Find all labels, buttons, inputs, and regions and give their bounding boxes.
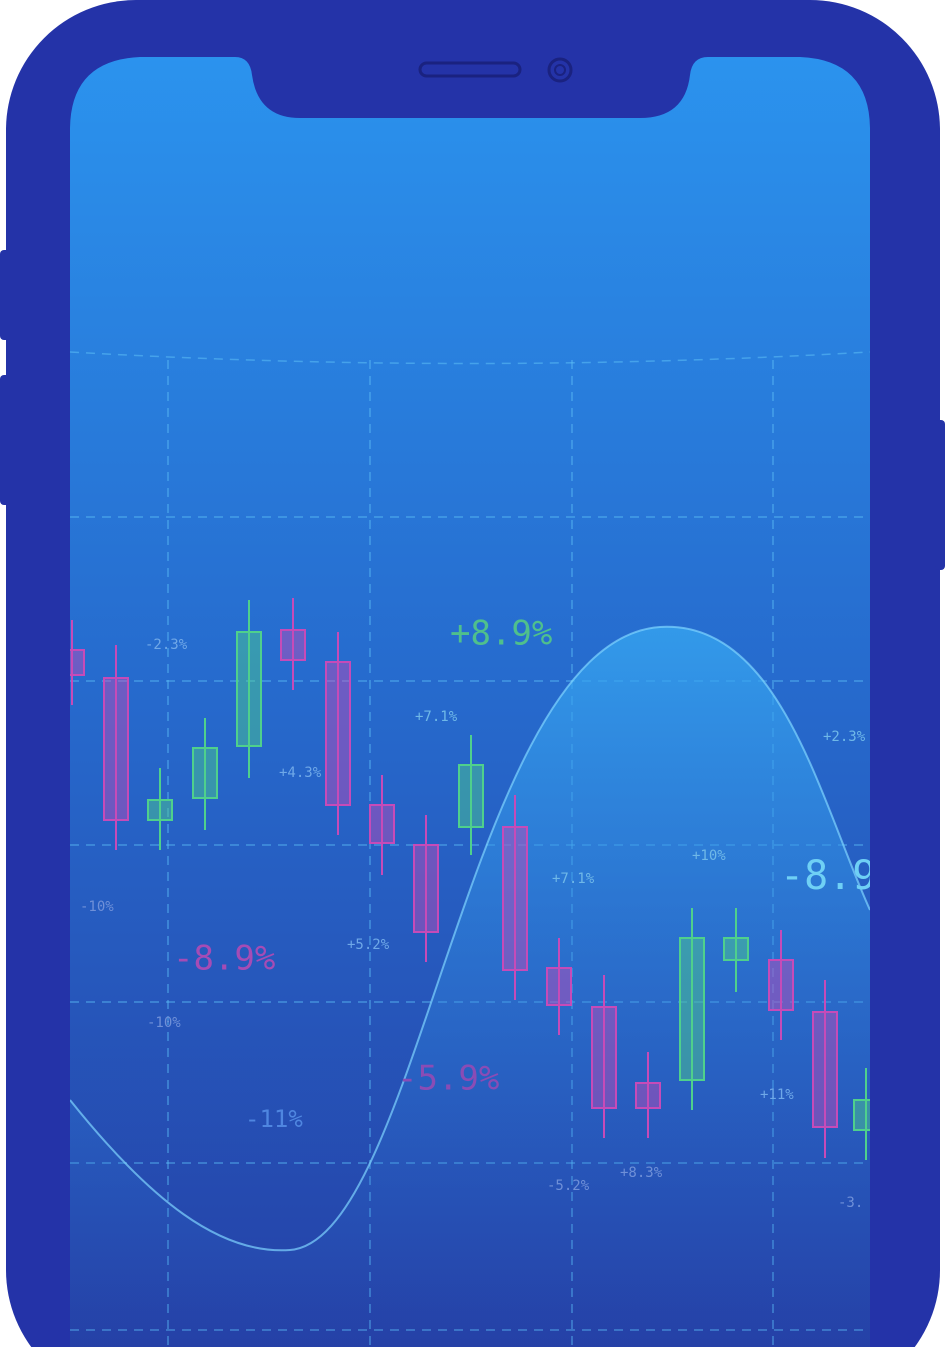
candle-body: [812, 1011, 838, 1128]
percent-label: +11%: [760, 1087, 794, 1103]
percent-label: +8.3%: [620, 1165, 663, 1181]
percent-label: +5.2%: [347, 937, 390, 953]
candle-body: [723, 937, 749, 961]
percent-label: -2.3%: [145, 637, 188, 653]
camera: [547, 57, 573, 83]
side-button: [0, 250, 10, 340]
percent-label: -10%: [147, 1015, 181, 1031]
candle-body: [546, 967, 572, 1006]
hill-area: [70, 626, 870, 1347]
speaker: [418, 61, 522, 78]
candle-body: [853, 1099, 870, 1131]
side-button: [935, 420, 945, 570]
labels: -2.3% +8.9% +7.1% +4.3% +2.3% +10% -8.9% +7.1% -…: [80, 614, 900, 1212]
candle-body: [679, 937, 705, 1081]
percent-label: +8.9%: [450, 614, 552, 654]
percent-label: -11%: [245, 1105, 303, 1133]
candle-body: [147, 799, 173, 821]
percent-label: -10%: [80, 899, 114, 915]
candle-body: [635, 1082, 661, 1109]
grid-line: [70, 351, 870, 365]
percent-label: +7.1%: [552, 871, 595, 887]
candle-body: [280, 629, 306, 661]
percent-label: +10%: [692, 848, 726, 864]
candle-body: [413, 844, 439, 933]
percent-label: -8.9%: [780, 853, 900, 899]
candle-body: [768, 959, 794, 1011]
candle-body: [591, 1006, 617, 1109]
camera-lens: [554, 64, 566, 76]
candle-body: [192, 747, 218, 799]
candle-body: [70, 649, 85, 676]
screen: -2.3% +8.9% +7.1% +4.3% +2.3% +10% -8.9% +7.1% -…: [70, 57, 900, 1347]
percent-label: -3.: [838, 1195, 863, 1211]
percent-label: +7.1%: [415, 709, 458, 725]
candles: [70, 598, 870, 1160]
candle-body: [103, 677, 129, 821]
candle-body: [502, 826, 528, 971]
percent-label: -5.9%: [397, 1059, 499, 1099]
candle-body: [458, 764, 484, 828]
percent-label: +2.3%: [823, 729, 866, 745]
candle-body: [236, 631, 262, 747]
side-button: [0, 375, 10, 505]
percent-label: -8.9%: [173, 939, 275, 979]
candle-body: [325, 661, 351, 806]
hill-curve: [70, 625, 870, 1252]
percent-label: +4.3%: [279, 765, 322, 781]
percent-label: -5.2%: [547, 1178, 590, 1194]
candle-body: [369, 804, 395, 844]
